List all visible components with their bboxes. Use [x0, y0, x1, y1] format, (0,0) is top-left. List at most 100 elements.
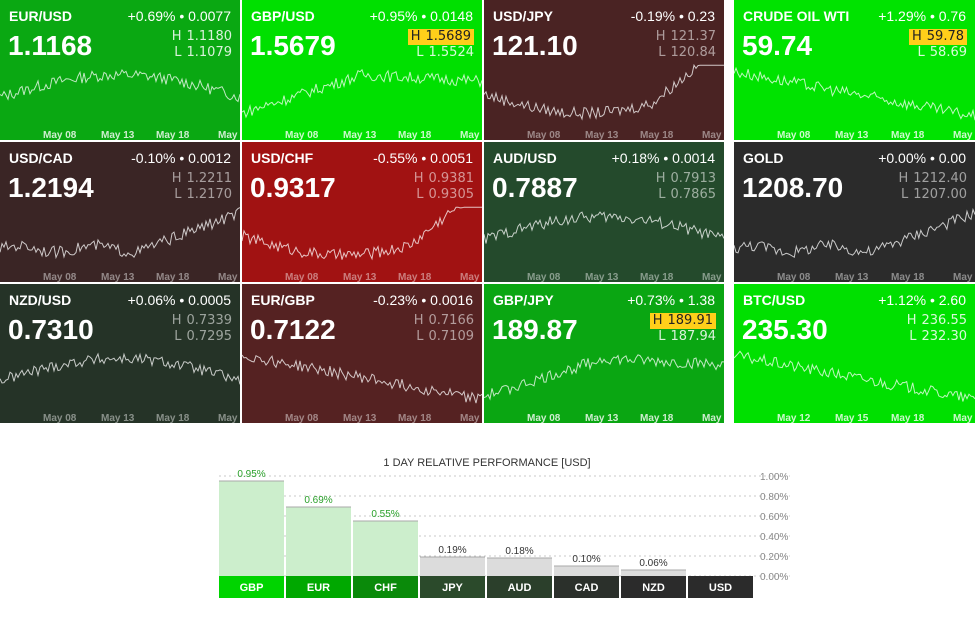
high-value: 1.5689	[425, 29, 472, 44]
tile-symbol: CRUDE OIL WTI	[743, 8, 850, 24]
tile-high-row: H 0.9381	[414, 171, 474, 187]
tile-low-row: L 1.1079	[172, 45, 232, 61]
date-tick: May 18	[640, 130, 674, 140]
low-label: L	[416, 329, 424, 344]
market-tile-aud-usd[interactable]: AUD/USD +0.18% • 0.0014 0.7887 H 0.7913 L 0.78…	[484, 142, 724, 282]
high-label: H	[171, 171, 182, 186]
tile-high-row: H 121.37	[656, 29, 716, 45]
sparkline-path	[484, 354, 724, 401]
bar	[487, 558, 552, 576]
date-tick: May	[218, 413, 238, 423]
tile-date-axis: May 08 May 13 May 18 May	[242, 130, 482, 140]
market-tile-eur-gbp[interactable]: EUR/GBP -0.23% • 0.0016 0.7122 H 0.7166 L 0.71…	[242, 284, 482, 423]
bar	[420, 557, 485, 576]
date-tick: May 18	[891, 130, 925, 140]
category-chip	[219, 576, 284, 598]
tile-high-low: H 0.9381 L 0.9305	[414, 171, 474, 203]
date-tick: May 13	[585, 272, 619, 282]
tile-symbol: USD/JPY	[493, 8, 553, 24]
high-value: 59.78	[926, 29, 964, 44]
low-label: L	[658, 329, 666, 344]
high-label: H	[906, 313, 917, 328]
market-tile-usd-chf[interactable]: USD/CHF -0.55% • 0.0051 0.9317 H 0.9381 L 0.93…	[242, 142, 482, 282]
market-tile-usd-jpy[interactable]: USD/JPY -0.19% • 0.23 121.10 H 121.37 L 120.84…	[484, 0, 724, 140]
market-tile-gold[interactable]: GOLD +0.00% • 0.00 1208.70 H 1212.40 L 1207.00…	[734, 142, 975, 282]
tile-symbol: EUR/GBP	[251, 292, 315, 308]
market-tile-btc-usd[interactable]: BTC/USD +1.12% • 2.60 235.30 H 236.55 L 232.30…	[734, 284, 975, 423]
bar	[219, 481, 284, 576]
market-tile-nzd-usd[interactable]: NZD/USD +0.06% • 0.0005 0.7310 H 0.7339 L 0.72…	[0, 284, 240, 423]
high-value: 1212.40	[913, 171, 967, 186]
date-tick: May 13	[343, 413, 377, 423]
tile-sparkline	[242, 354, 482, 404]
date-tick: May 18	[640, 413, 674, 423]
sparkline-path	[242, 354, 482, 404]
tile-high-row: H 1.5689	[407, 29, 474, 45]
y-tick-label: 0.00%	[760, 572, 788, 583]
bar-value-label: 0.95%	[237, 469, 265, 480]
date-tick: May	[953, 413, 973, 423]
y-tick-label: 0.20%	[760, 552, 788, 563]
high-label: H	[655, 171, 666, 186]
tile-date-axis: May 08 May 13 May 18 May	[734, 272, 975, 282]
market-tile-crude-oil-wti[interactable]: CRUDE OIL WTI +1.29% • 0.76 59.74 H 59.78 L 58…	[734, 0, 975, 140]
market-tile-eur-usd[interactable]: EUR/USD +0.69% • 0.0077 1.1168 H 1.1180 L 1.10…	[0, 0, 240, 140]
tile-low-row: L 0.7865	[656, 187, 716, 203]
date-tick: May 15	[835, 413, 869, 423]
low-value: 0.7865	[670, 187, 717, 202]
high-label: H	[171, 29, 182, 44]
market-tile-gbp-usd[interactable]: GBP/USD +0.95% • 0.0148 1.5679 H 1.5689 L 1.55…	[242, 0, 482, 140]
date-tick: May 18	[398, 130, 432, 140]
bar	[286, 507, 351, 576]
tile-high-low: H 1212.40 L 1207.00	[898, 171, 967, 203]
tile-change: +0.95% • 0.0148	[369, 8, 473, 24]
tile-low-row: L 232.30	[907, 329, 967, 345]
chart-title: 1 DAY RELATIVE PERFORMANCE [USD]	[383, 457, 590, 469]
category-chip	[554, 576, 619, 598]
date-tick: May 08	[43, 413, 77, 423]
sparkline-path	[0, 69, 240, 103]
date-tick: May	[953, 130, 973, 140]
low-value: 1.2170	[186, 187, 233, 202]
date-tick: May 13	[101, 130, 135, 140]
date-tick: May	[218, 130, 238, 140]
date-tick: May 13	[835, 272, 869, 282]
tile-sparkline	[484, 211, 724, 244]
low-value: 0.7109	[428, 329, 475, 344]
date-tick: May 18	[891, 413, 925, 423]
category-label: EUR	[307, 582, 330, 594]
tile-price: 0.9317	[250, 172, 336, 203]
tile-date-axis: May 08 May 13 May 18 May	[484, 272, 724, 282]
date-tick: May 08	[527, 272, 561, 282]
tile-high-row: H 59.78	[909, 29, 967, 45]
tile-high-row: H 236.55	[907, 313, 967, 329]
date-tick: May 08	[43, 130, 77, 140]
bar	[554, 566, 619, 576]
market-tile-usd-cad[interactable]: USD/CAD -0.10% • 0.0012 1.2194 H 1.2211 L 1.21…	[0, 142, 240, 282]
tile-low-row: L 58.69	[909, 45, 967, 61]
date-tick: May 12	[777, 413, 811, 423]
date-tick: May 08	[527, 130, 561, 140]
tile-date-axis: May 08 May 13 May 18 May	[0, 272, 240, 282]
tile-price: 235.30	[742, 314, 828, 345]
market-tile-gbp-jpy[interactable]: GBP/JPY +0.73% • 1.38 189.87 H 189.91 L 187.94…	[484, 284, 724, 423]
tile-price: 59.74	[742, 30, 813, 61]
date-tick: May 18	[156, 413, 190, 423]
tile-high-row: H 1.1180	[172, 29, 232, 45]
tile-high-low: H 59.78 L 58.69	[909, 29, 967, 61]
tile-price: 0.7310	[8, 314, 94, 345]
bar-value-label: 0.18%	[505, 546, 533, 557]
low-label: L	[416, 45, 424, 60]
date-tick: May 08	[285, 272, 319, 282]
tile-low-row: L 120.84	[656, 45, 716, 61]
date-tick: May 13	[343, 130, 377, 140]
tile-high-low: H 189.91 L 187.94	[649, 313, 716, 345]
date-tick: May 08	[777, 130, 811, 140]
category-label: CAD	[575, 582, 599, 594]
tile-symbol: AUD/USD	[493, 150, 557, 166]
high-label: H	[410, 29, 421, 44]
bar-value-label: 0.06%	[639, 558, 667, 569]
tile-date-axis: May 12 May 15 May 18 May	[734, 413, 975, 423]
tile-low-row: L 0.7295	[172, 329, 232, 345]
date-tick: May 08	[527, 413, 561, 423]
